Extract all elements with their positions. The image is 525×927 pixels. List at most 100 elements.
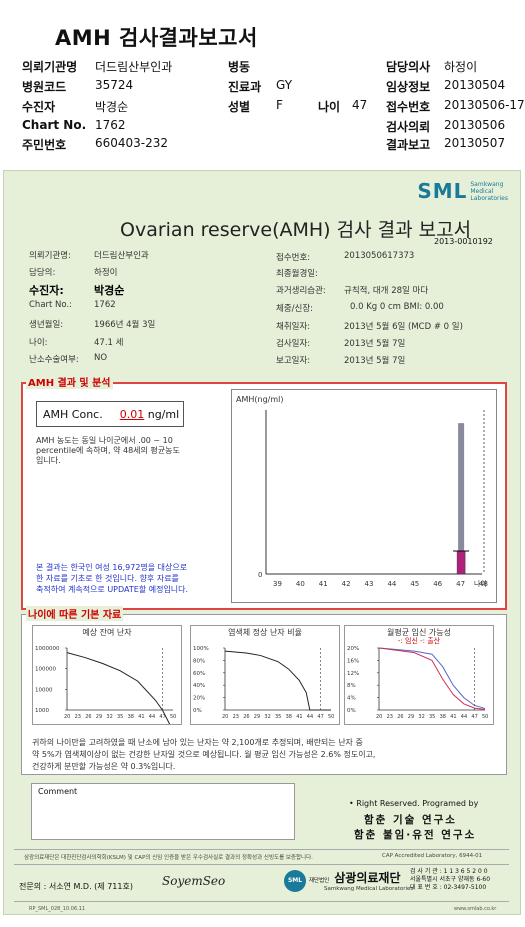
normal-eggs-title: 염색체 정상 난자 비율 (228, 628, 302, 637)
y-tick-label: 100000 (35, 667, 56, 673)
info-collect-label: 채취일자: (276, 322, 311, 332)
chart-no-label: Chart No. (22, 118, 87, 132)
info-collect-value: 2013년 5월 6일 (MCD # 0 일) (344, 322, 463, 332)
amh-age-chart: AMH(ng/ml) 0 39 40 41 42 43 44 45 46 47 48 나이 (231, 389, 497, 603)
info-doctor-value: 하정이 (94, 268, 118, 278)
info-dob-value: 1966년 4월 3일 (94, 320, 156, 330)
y-tick-label: 0% (347, 708, 356, 714)
sml-logo-subtext: Samkwang Medical Laboratories (470, 181, 508, 202)
info-chart-label: Chart No.: (29, 300, 73, 310)
report-title: Ovarian reserve(AMH) 검사 결과 보고서 (120, 219, 472, 241)
logo-sub-line: Samkwang (470, 180, 504, 188)
amh-concentration-box: AMH Conc. 0.01 ng/ml (36, 401, 184, 427)
sml-logo: SML Samkwang Medical Laboratories (417, 179, 508, 203)
info-last-menses-label: 최종월경일: (276, 269, 318, 279)
logo-sub-line: Laboratories (470, 194, 508, 202)
age-baseline-section: 예상 잔여 난자 1000000 100000 10000 1000 20 23 26 29 3… (21, 614, 507, 775)
ward-label: 병동 (228, 60, 251, 74)
section1-label: AMH 결과 및 분석 (26, 374, 113, 389)
x-tick-label: 26 (397, 714, 403, 720)
x-tick-label: 35 (117, 714, 123, 720)
x-tick-label: 23 (387, 714, 393, 720)
info-inst-value: 더드림산부인과 (94, 251, 149, 261)
x-tick-label: 47 (456, 580, 465, 588)
x-tick-label: 45 (410, 580, 419, 588)
resident-label: 주민번호 (22, 138, 67, 152)
x-tick-label: 50 (170, 714, 176, 720)
y-tick-label: 100% (193, 646, 209, 652)
logo-sub-line: Medical (470, 187, 494, 195)
y-tick-label: 1000 (35, 708, 49, 714)
age-value: 47 (352, 98, 368, 112)
foundation-mark: SML (284, 869, 306, 892)
y-tick-label: 0% (193, 708, 202, 714)
report-label: 결과보고 (386, 138, 431, 152)
sex-label: 성별 (228, 100, 251, 114)
x-tick-label: 38 (440, 714, 446, 720)
x-tick-label: 20 (64, 714, 70, 720)
y-tick-label: 1000000 (35, 646, 60, 652)
info-habit-label: 과거생리습관: (276, 286, 326, 296)
y-tick-label: 4% (347, 696, 356, 702)
x-tick-label: 35 (275, 714, 281, 720)
series-line (378, 647, 486, 709)
x-tick-label: 48 (479, 580, 488, 588)
x-tick-label: 26 (85, 714, 91, 720)
comment-box: Comment (31, 783, 295, 840)
info-body-label: 체중/신장: (276, 304, 314, 314)
patient-value: 박경순 (95, 100, 129, 114)
reference-range-bar (458, 423, 465, 574)
request-label: 검사의뢰 (386, 120, 431, 134)
y-zero-label: 0 (258, 571, 262, 579)
footer-divider (14, 864, 509, 865)
info-surgery-label: 난소수술여부: (29, 355, 79, 365)
info-age-value: 47.1 세 (94, 338, 124, 348)
info-surgery-value: NO (94, 353, 108, 363)
age-label: 나이 (318, 100, 341, 114)
info-report-value: 2013년 5월 7일 (344, 356, 406, 366)
series-line (378, 647, 486, 710)
cap-text: CAP Accredited Laboratory, 6944-01 (382, 853, 483, 859)
summary-line: 귀하의 나이만을 고려하였을 때 난소에 남아 있는 난자는 약 2,100개로… (32, 738, 363, 747)
foundation-sub: Samkwang Medical Laboratories (324, 886, 414, 892)
x-tick-label: 50 (328, 714, 334, 720)
resident-value: 660403-232 (95, 136, 169, 150)
info-age-label: 나이: (29, 338, 48, 348)
pregnancy-chance-title: 월평균 임신 가능성 (387, 628, 451, 637)
percentile-text: AMH 농도는 동일 나이군에서 .00 ~ 10 percentile에 속하… (36, 436, 226, 466)
foundation-prefix: 재단법인 (309, 878, 330, 884)
y-tick-label: 80% (193, 658, 205, 664)
institution-value: 더드림산부인과 (95, 60, 173, 74)
cert-text: 삼광의료재단은 대한진단검사의학회(KSLM) 및 CAP의 신임 인증을 받은… (24, 855, 313, 861)
info-receipt-label: 접수번호: (276, 253, 311, 263)
percentile-line: percentile에 속하며, 약 48세의 평균농도 (36, 446, 180, 455)
x-tick-label: 29 (96, 714, 102, 720)
institute-1: 함춘 기술 연구소 (364, 814, 457, 826)
x-tick-label: 41 (296, 714, 302, 720)
x-tick-label: 35 (429, 714, 435, 720)
website: www.smlab.co.kr (454, 906, 497, 912)
amh-chart-title: AMH(ng/ml) (236, 395, 284, 404)
report-value: 20130507 (444, 136, 506, 150)
y-tick-label: 12% (347, 671, 359, 677)
x-tick-label: 46 (433, 580, 442, 588)
sex-value: F (276, 98, 283, 112)
note-line: 축적하여 계속적으로 UPDATE할 예정입니다. (36, 585, 189, 594)
request-value: 20130506 (444, 118, 506, 132)
y-tick-label: 20% (347, 646, 359, 652)
x-tick-label: 44 (461, 714, 467, 720)
x-tick-label: 32 (264, 714, 270, 720)
remaining-eggs-title: 예상 잔여 난자 (82, 628, 132, 637)
x-tick-label: 20 (376, 714, 382, 720)
y-tick-label: 8% (347, 683, 356, 689)
amh-report-sheet: SML Samkwang Medical Laboratories Ovaria… (3, 170, 521, 915)
x-tick-label: 23 (75, 714, 81, 720)
x-tick-label: 42 (342, 580, 351, 588)
remaining-eggs-chart: 예상 잔여 난자 1000000 100000 10000 1000 20 23 26 29 3… (32, 625, 182, 731)
info-dob-label: 생년월일: (29, 320, 64, 330)
section2-label: 나이에 따른 기본 자료 (26, 606, 124, 621)
x-tick-label: 44 (387, 580, 396, 588)
x-tick-label: 47 (159, 714, 165, 720)
x-tick-label: 26 (243, 714, 249, 720)
